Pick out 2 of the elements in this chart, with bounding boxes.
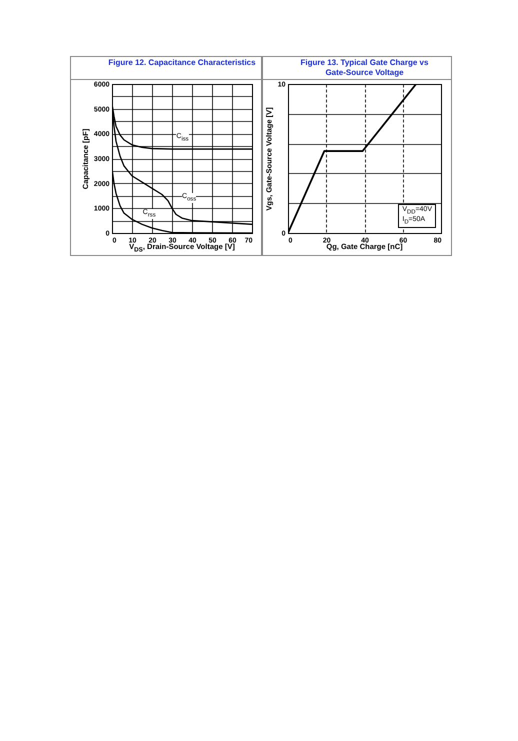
- chart-title: Figure 13. Typical Gate Charge vs Gate-Source Voltage: [300, 58, 429, 77]
- chart-title: Figure 12. Capacitance Characteristics: [108, 58, 256, 67]
